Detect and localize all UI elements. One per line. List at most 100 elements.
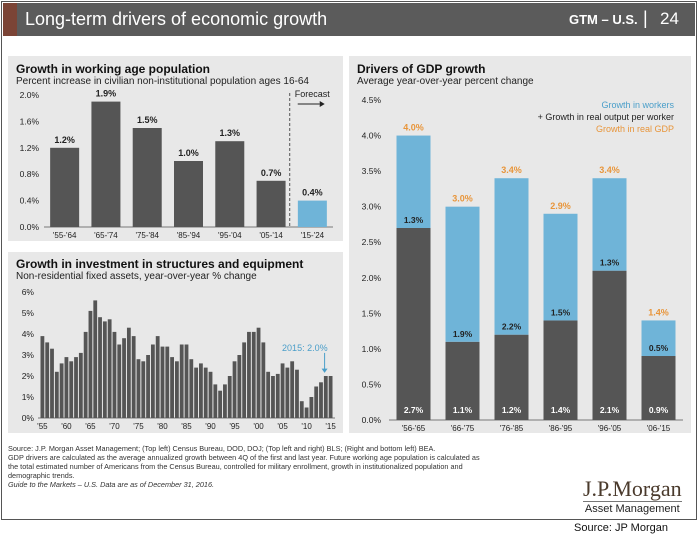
label-output-per-worker: 1.4% bbox=[551, 405, 571, 415]
y-tick-label: 0.0% bbox=[362, 415, 382, 425]
y-tick-label: 2.0% bbox=[20, 90, 40, 100]
working-age-panel: Growth in working age population Percent… bbox=[8, 56, 343, 241]
bar bbox=[256, 180, 286, 227]
slide-title: Long-term drivers of economic growth bbox=[25, 9, 328, 29]
investment-chart: 0% 1% 2% 3% 4% 5% 6% '55 '60 '65 '70 '75 '80 '85 '90 '9… bbox=[22, 287, 337, 431]
bar bbox=[170, 357, 174, 418]
bar bbox=[304, 407, 309, 418]
y-tick-label: 1.2% bbox=[20, 143, 40, 153]
bar bbox=[247, 331, 251, 418]
bar-growth-workers bbox=[445, 206, 480, 342]
bar bbox=[275, 373, 280, 418]
bar-output-per-worker bbox=[445, 341, 480, 420]
bar bbox=[237, 355, 242, 418]
bar bbox=[227, 376, 232, 418]
bar bbox=[40, 336, 45, 418]
x-tick-label: '55 bbox=[37, 422, 48, 431]
bar bbox=[69, 361, 74, 418]
bar bbox=[323, 376, 328, 418]
bar bbox=[112, 331, 117, 418]
bar bbox=[126, 327, 131, 418]
bar bbox=[271, 376, 275, 418]
bar bbox=[256, 327, 261, 418]
label-output-per-worker: 1.2% bbox=[502, 405, 522, 415]
x-tick-label: '96-'05 bbox=[598, 424, 622, 433]
x-tick-label: '15-'24 bbox=[301, 231, 325, 240]
x-tick-label: '15 bbox=[325, 422, 336, 431]
label-growth-workers: 0.5% bbox=[649, 343, 669, 353]
y-tick-label: 2.0% bbox=[362, 273, 382, 283]
bar-growth-workers bbox=[494, 178, 529, 335]
bar bbox=[261, 342, 266, 418]
bar-output-per-worker bbox=[592, 270, 627, 420]
annotation-arrow-head bbox=[321, 368, 328, 373]
x-tick-label: '75-'84 bbox=[135, 231, 159, 240]
y-tick-label: 1.6% bbox=[20, 116, 40, 126]
y-tick-label: 3% bbox=[22, 350, 35, 360]
label-real-gdp: 4.0% bbox=[403, 123, 424, 133]
bar bbox=[280, 363, 285, 418]
y-tick-label: 0.5% bbox=[362, 379, 382, 389]
investment-title: Growth in investment in structures and e… bbox=[16, 257, 304, 271]
bar bbox=[93, 300, 98, 418]
bar bbox=[251, 331, 256, 418]
bar bbox=[174, 161, 203, 227]
bar bbox=[107, 319, 112, 418]
footer-notes: Source: J.P. Morgan Asset Management; (T… bbox=[8, 444, 568, 489]
footer-line: the total estimated number of Americans … bbox=[8, 462, 463, 471]
y-tick-label: 0.4% bbox=[20, 196, 40, 206]
bar bbox=[64, 357, 69, 418]
bar bbox=[155, 336, 160, 418]
bar bbox=[297, 200, 327, 227]
bar bbox=[131, 336, 136, 418]
bar bbox=[88, 310, 93, 418]
x-tick-label: '90 bbox=[205, 422, 216, 431]
y-tick-label: 4.5% bbox=[362, 95, 382, 105]
data-label: 1.3% bbox=[220, 128, 241, 138]
brand-strip bbox=[3, 3, 17, 36]
data-label: 0.4% bbox=[302, 188, 323, 198]
bar bbox=[150, 344, 155, 418]
x-tick-label: '80 bbox=[157, 422, 168, 431]
bar bbox=[45, 342, 50, 418]
bar bbox=[213, 384, 218, 418]
bar bbox=[117, 344, 122, 418]
y-tick-label: 1% bbox=[22, 392, 35, 402]
bar bbox=[218, 390, 223, 418]
bar bbox=[98, 317, 102, 418]
label-growth-workers: 1.5% bbox=[551, 307, 571, 317]
bar bbox=[91, 101, 121, 227]
bar bbox=[102, 321, 107, 418]
bar bbox=[285, 367, 290, 418]
bar bbox=[203, 367, 208, 418]
legend-growth-workers: Growth in workers bbox=[601, 100, 674, 110]
bar-output-per-worker bbox=[494, 334, 529, 420]
working-age-title: Growth in working age population bbox=[16, 62, 210, 76]
investment-panel: Growth in investment in structures and e… bbox=[8, 252, 343, 433]
bar bbox=[122, 338, 126, 418]
x-tick-label: '65-'74 bbox=[94, 231, 118, 240]
bar-growth-workers bbox=[543, 213, 578, 321]
y-tick-label: 5% bbox=[22, 308, 35, 318]
label-real-gdp: 3.4% bbox=[599, 165, 620, 175]
source-note: Source: JP Morgan bbox=[574, 522, 668, 534]
label-growth-workers: 1.3% bbox=[404, 215, 424, 225]
bar bbox=[314, 386, 319, 418]
gdp-subtitle: Average year-over-year percent change bbox=[357, 76, 534, 87]
data-label: 1.5% bbox=[137, 115, 158, 125]
x-tick-label: '65 bbox=[85, 422, 96, 431]
label-real-gdp: 1.4% bbox=[648, 307, 669, 317]
x-tick-label: '05 bbox=[277, 422, 288, 431]
header-separator: | bbox=[643, 8, 648, 28]
jpmorgan-logo: J.P.Morgan Asset Management bbox=[583, 478, 682, 515]
data-label: 1.0% bbox=[178, 148, 199, 158]
bar bbox=[136, 359, 141, 418]
y-tick-label: 0% bbox=[22, 413, 35, 423]
x-tick-label: '70 bbox=[109, 422, 120, 431]
bar bbox=[232, 361, 237, 418]
label-growth-workers: 2.2% bbox=[502, 322, 522, 332]
footer-line: Source: J.P. Morgan Asset Management; (T… bbox=[8, 444, 436, 453]
bar bbox=[319, 382, 323, 418]
label-real-gdp: 2.9% bbox=[550, 201, 571, 211]
bar-growth-workers bbox=[396, 135, 431, 228]
